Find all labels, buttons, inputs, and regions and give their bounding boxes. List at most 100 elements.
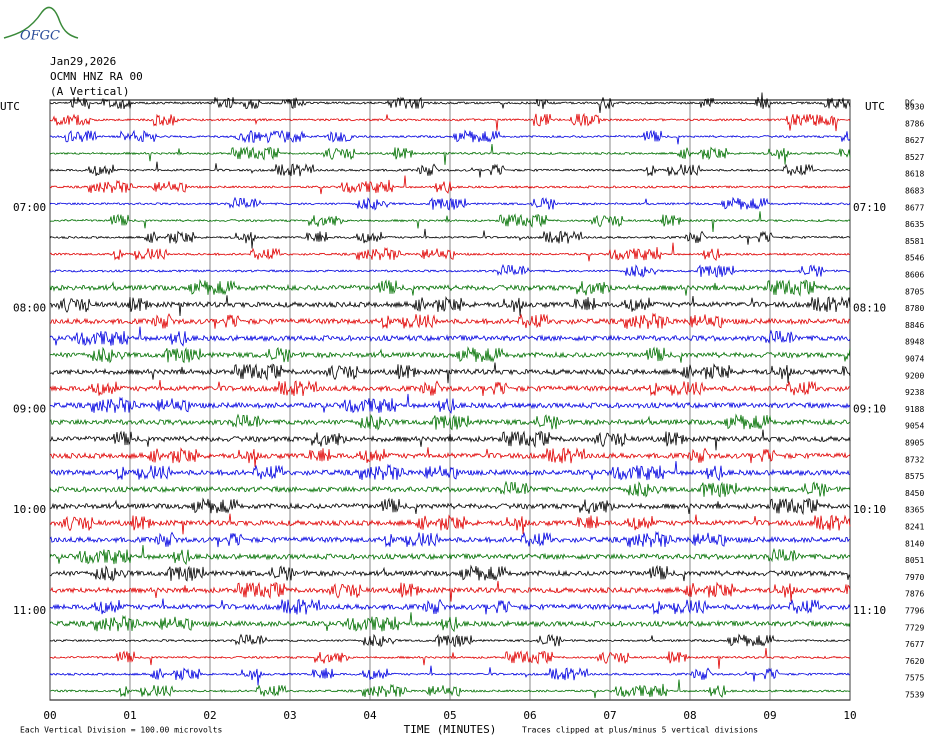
trace xyxy=(49,513,851,535)
offset-label: 9238 xyxy=(905,388,924,397)
x-tick-label: 00 xyxy=(43,709,56,722)
trace xyxy=(49,461,851,482)
offset-label: 8140 xyxy=(905,539,924,548)
x-tick-label: 08 xyxy=(683,709,696,722)
scale-note: Each Vertical Division = 100.00 microvol… xyxy=(20,726,222,735)
offset-label: 8546 xyxy=(905,254,924,263)
offset-label: 9200 xyxy=(905,371,924,380)
component: (A Vertical) xyxy=(50,85,129,98)
trace xyxy=(49,598,851,615)
offset-label: 9054 xyxy=(905,422,924,431)
trace xyxy=(49,228,851,249)
trace xyxy=(49,393,851,414)
right-time-label: UTC xyxy=(865,100,885,113)
trace xyxy=(49,196,851,211)
trace xyxy=(49,380,851,397)
trace xyxy=(49,242,851,262)
offset-label: 7575 xyxy=(905,674,924,683)
offset-label: 7677 xyxy=(905,640,924,649)
offset-label: 8635 xyxy=(905,220,924,229)
trace xyxy=(49,480,851,498)
offset-label: 8606 xyxy=(905,271,924,280)
offset-label: 7620 xyxy=(905,657,924,666)
offset-label: 8705 xyxy=(905,287,924,296)
trace xyxy=(49,429,851,451)
offset-label: 8780 xyxy=(905,304,924,313)
offset-label: 8683 xyxy=(905,187,924,196)
x-tick-label: 06 xyxy=(523,709,536,722)
offset-label: 8786 xyxy=(905,119,924,128)
offset-label: 9074 xyxy=(905,355,924,364)
trace xyxy=(49,648,851,669)
right-time-label: 08:10 xyxy=(853,302,886,315)
x-tick-label: 04 xyxy=(363,709,377,722)
left-time-label: 11:00 xyxy=(13,604,46,617)
trace xyxy=(49,161,850,178)
left-time-label: 08:00 xyxy=(13,302,46,315)
offset-label: 8575 xyxy=(905,472,924,481)
x-tick-label: 03 xyxy=(283,709,296,722)
right-time-label: 07:10 xyxy=(853,201,886,214)
logo-text: OFGC xyxy=(20,29,60,44)
offset-label: 8677 xyxy=(905,203,924,212)
offset-label: 8930 xyxy=(905,103,924,112)
trace xyxy=(49,312,851,330)
dc-label: DC xyxy=(905,99,915,108)
trace xyxy=(49,92,851,113)
right-time-label: 11:10 xyxy=(853,604,886,617)
trace xyxy=(49,679,851,699)
offset-label: 8905 xyxy=(905,439,924,448)
x-tick-label: 10 xyxy=(843,709,856,722)
trace xyxy=(49,362,851,384)
right-time-label: 10:10 xyxy=(853,503,886,516)
trace xyxy=(49,564,851,582)
trace xyxy=(49,580,851,602)
trace xyxy=(49,346,851,364)
offset-label: 8581 xyxy=(905,237,924,246)
trace xyxy=(49,497,851,516)
left-time-label: 10:00 xyxy=(13,503,46,516)
trace xyxy=(49,211,851,233)
trace xyxy=(49,413,851,431)
date: Jan29,2026 xyxy=(50,55,116,68)
left-time-label: 09:00 xyxy=(13,402,46,415)
trace xyxy=(49,295,851,317)
offset-label: 8051 xyxy=(905,556,924,565)
station: OCMN HNZ RA 00 xyxy=(50,70,143,83)
offset-label: 7796 xyxy=(905,607,924,616)
trace xyxy=(49,612,851,633)
logo: OFGC xyxy=(3,6,79,44)
offset-label: 9188 xyxy=(905,405,924,414)
right-time-label: 09:10 xyxy=(853,402,886,415)
trace xyxy=(49,530,851,548)
offset-label: 8846 xyxy=(905,321,924,330)
left-time-label: 07:00 xyxy=(13,201,46,214)
left-time-label: UTC xyxy=(0,100,20,113)
offset-label: 7729 xyxy=(905,623,924,632)
trace xyxy=(49,545,851,566)
x-tick-label: 05 xyxy=(443,709,456,722)
x-tick-label: 07 xyxy=(603,709,616,722)
trace xyxy=(49,665,851,686)
trace xyxy=(49,144,851,165)
trace xyxy=(49,112,851,132)
offset-label: 8450 xyxy=(905,489,924,498)
offset-label: 7539 xyxy=(905,691,924,700)
logo-mountain xyxy=(3,6,79,39)
trace xyxy=(49,278,851,297)
x-tick-label: 01 xyxy=(123,709,136,722)
trace xyxy=(49,175,851,195)
x-tick-label: 09 xyxy=(763,709,776,722)
x-axis-label: TIME (MINUTES) xyxy=(404,723,497,736)
offset-label: 8241 xyxy=(905,523,924,532)
trace xyxy=(49,264,851,278)
offset-label: 8732 xyxy=(905,455,924,464)
offset-label: 8527 xyxy=(905,153,924,162)
offset-label: 7970 xyxy=(905,573,924,582)
trace xyxy=(49,447,851,467)
offset-label: 7876 xyxy=(905,590,924,599)
offset-label: 8948 xyxy=(905,338,924,347)
clip-note: Traces clipped at plus/minus 5 vertical … xyxy=(522,726,758,735)
offset-label: 8627 xyxy=(905,136,924,145)
